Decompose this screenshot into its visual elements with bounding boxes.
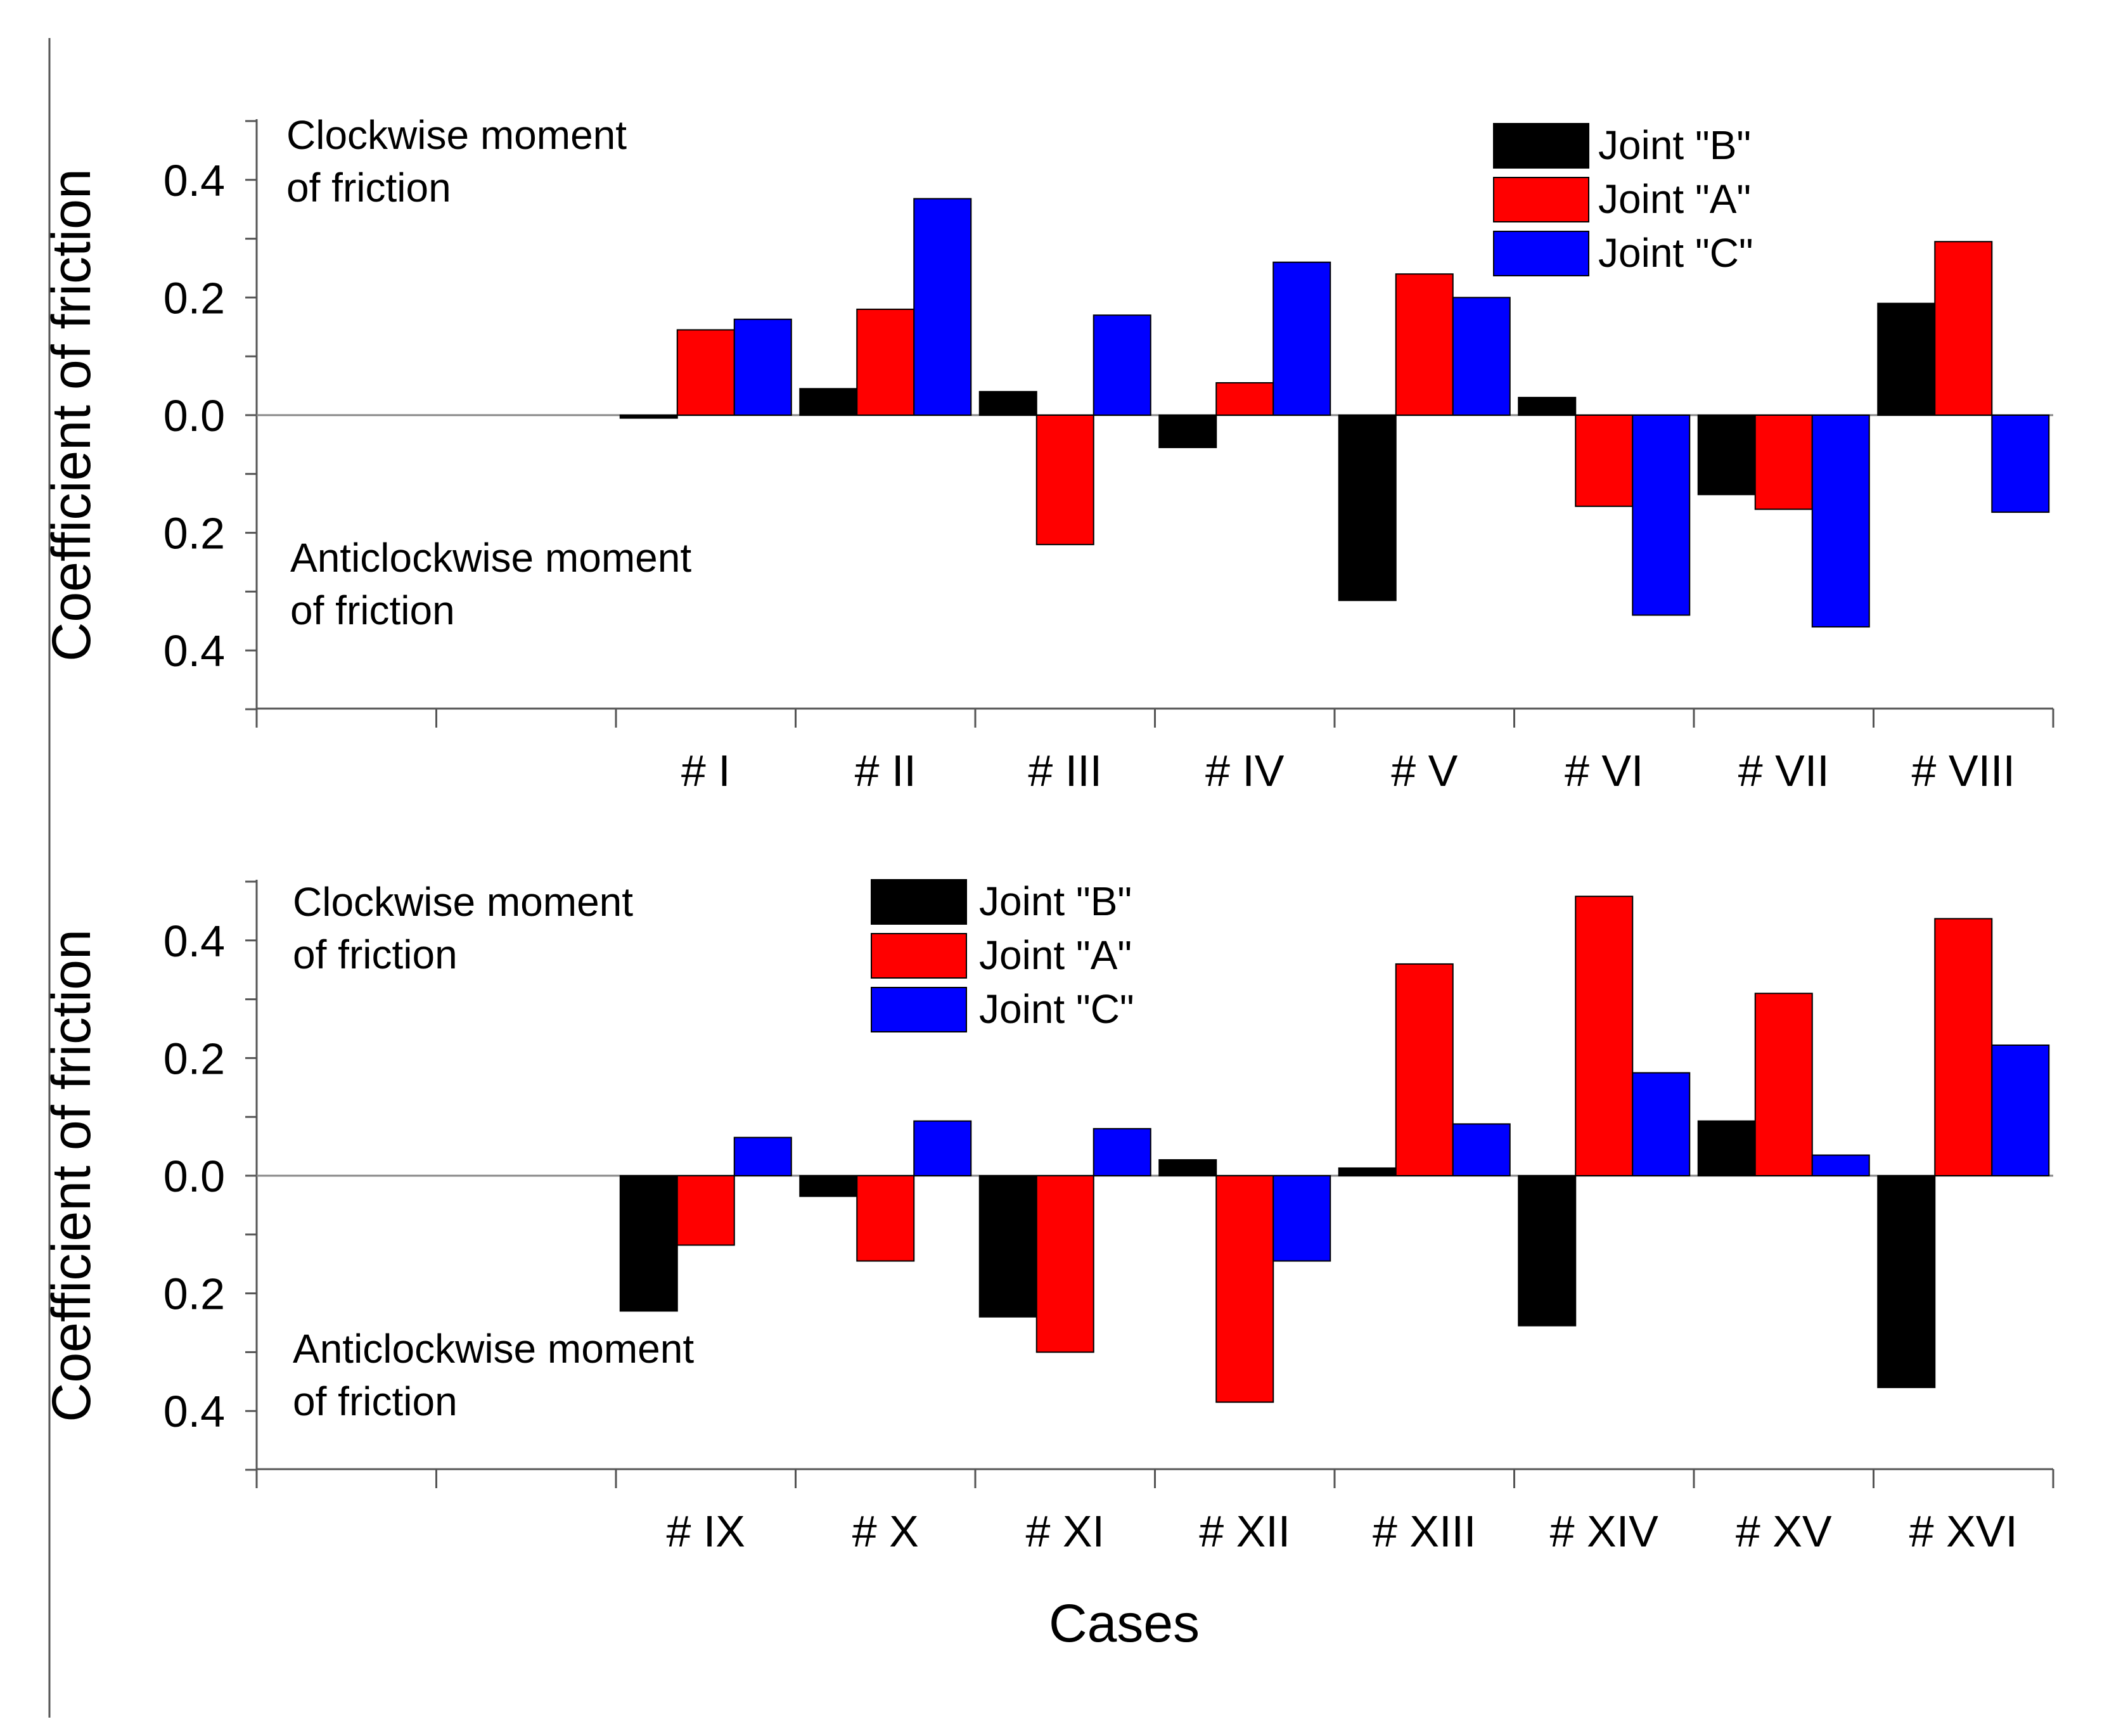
p1-legend-swatch bbox=[1493, 231, 1589, 276]
p1-y-tick-label: 0.4 bbox=[163, 156, 225, 205]
p1-bar bbox=[1934, 241, 1993, 416]
p1-bar bbox=[1395, 273, 1454, 416]
p2-category-label: # X bbox=[852, 1507, 919, 1556]
p2-bar bbox=[856, 1175, 915, 1262]
p2-legend-swatch bbox=[871, 879, 967, 925]
p2-annotation-clockwise: Clockwise moment bbox=[293, 879, 633, 925]
p1-annotation-clockwise: Clockwise moment bbox=[286, 112, 627, 158]
p1-bar bbox=[1518, 397, 1577, 416]
p2-bar bbox=[1934, 918, 1993, 1176]
p1-bar bbox=[913, 198, 972, 416]
p1-category-label: # III bbox=[1028, 746, 1102, 795]
p2-bar bbox=[1877, 1175, 1936, 1389]
p1-bar bbox=[1754, 415, 1813, 510]
p1-bar bbox=[733, 318, 792, 416]
p1-bar bbox=[1632, 415, 1691, 616]
p2-bar bbox=[1452, 1123, 1511, 1177]
p2-bar bbox=[978, 1175, 1037, 1318]
p2-y-tick-label: 0.2 bbox=[163, 1034, 225, 1083]
p2-bar bbox=[1035, 1175, 1094, 1353]
p1-legend-label: Joint "A" bbox=[1598, 176, 1751, 222]
p1-y-tick-label: 0.0 bbox=[163, 391, 225, 440]
p1-bar bbox=[676, 329, 735, 416]
p1-bar bbox=[1877, 302, 1936, 416]
p2-bar bbox=[1811, 1154, 1870, 1177]
p2-bar bbox=[1697, 1120, 1756, 1177]
p1-category-label: # VI bbox=[1565, 746, 1644, 795]
p2-annotation-clockwise: of friction bbox=[293, 932, 458, 977]
p1-y-tick-label: 0.2 bbox=[163, 273, 225, 323]
p2-annotation-anticlockwise: Anticlockwise moment bbox=[293, 1326, 694, 1372]
p1-bar bbox=[1338, 415, 1397, 601]
p1-y-tick-label: 0.4 bbox=[163, 626, 225, 676]
p1-legend-label: Joint "B" bbox=[1598, 122, 1751, 168]
p1-bar bbox=[619, 415, 678, 419]
p1-category-label: # V bbox=[1391, 746, 1458, 795]
p2-legend-swatch bbox=[871, 987, 967, 1032]
p2-bar bbox=[1754, 993, 1813, 1176]
p2-bar bbox=[913, 1120, 972, 1177]
p2-legend-label: Joint "C" bbox=[979, 986, 1134, 1032]
p2-annotation-anticlockwise: of friction bbox=[293, 1379, 458, 1424]
p2-bar bbox=[733, 1136, 792, 1177]
p2-bar bbox=[1338, 1167, 1397, 1177]
p1-category-label: # IV bbox=[1205, 746, 1285, 795]
p2-bar bbox=[1215, 1175, 1274, 1403]
p1-annotation-anticlockwise: Anticlockwise moment bbox=[290, 535, 691, 581]
p2-category-label: # XI bbox=[1025, 1507, 1105, 1556]
p2-bar bbox=[1093, 1128, 1151, 1177]
p1-bar bbox=[1452, 297, 1511, 416]
p1-category-label: # I bbox=[681, 746, 731, 795]
p1-bar bbox=[1035, 415, 1094, 546]
p1-y-tick-label: 0.2 bbox=[163, 509, 225, 558]
p2-y-tick-label: 0.2 bbox=[163, 1270, 225, 1319]
p1-bar bbox=[1575, 415, 1634, 507]
p1-category-label: # VIII bbox=[1912, 746, 2015, 795]
p2-legend-swatch bbox=[871, 933, 967, 979]
p1-bar bbox=[978, 390, 1037, 416]
p2-bar bbox=[1395, 963, 1454, 1177]
p2-bar bbox=[619, 1175, 678, 1312]
p2-category-label: # XV bbox=[1736, 1507, 1832, 1556]
p1-bar bbox=[1272, 261, 1331, 416]
p1-bar bbox=[1093, 314, 1151, 416]
p2-y-axis-title: Coefficient of friction bbox=[41, 929, 102, 1422]
p2-category-label: # XII bbox=[1199, 1507, 1290, 1556]
p2-category-label: # XIII bbox=[1373, 1507, 1476, 1556]
p1-y-axis-title: Coefficient of friction bbox=[41, 169, 102, 662]
p1-bar bbox=[1697, 415, 1756, 496]
p1-bar bbox=[1991, 415, 2050, 513]
p1-bar bbox=[1215, 382, 1274, 416]
p2-category-label: # XIV bbox=[1550, 1507, 1659, 1556]
p1-category-label: # II bbox=[855, 746, 916, 795]
p2-legend-label: Joint "A" bbox=[979, 932, 1132, 978]
p1-bar bbox=[1811, 415, 1870, 628]
p2-bar bbox=[676, 1175, 735, 1246]
p2-y-tick-label: 0.4 bbox=[163, 916, 225, 966]
p2-bar bbox=[1632, 1072, 1691, 1176]
p1-annotation-clockwise: of friction bbox=[286, 165, 451, 210]
p1-legend-label: Joint "C" bbox=[1598, 230, 1753, 276]
p1-bar bbox=[856, 308, 915, 416]
p2-bar bbox=[1991, 1044, 2050, 1177]
p1-bar bbox=[799, 388, 858, 416]
p2-legend-label: Joint "B" bbox=[979, 878, 1132, 924]
x-axis-title: Cases bbox=[1049, 1593, 1200, 1653]
p2-bar bbox=[1518, 1175, 1577, 1327]
p1-category-label: # VII bbox=[1738, 746, 1830, 795]
p1-annotation-anticlockwise: of friction bbox=[290, 588, 455, 633]
p2-bar bbox=[799, 1175, 858, 1197]
p2-bar bbox=[1158, 1159, 1217, 1176]
p2-bar bbox=[1575, 896, 1634, 1176]
p1-legend-swatch bbox=[1493, 177, 1589, 222]
p2-y-tick-label: 0.0 bbox=[163, 1152, 225, 1201]
p2-bar bbox=[1272, 1175, 1331, 1262]
p2-y-tick-label: 0.4 bbox=[163, 1387, 225, 1436]
p1-bar bbox=[1158, 415, 1217, 449]
p1-legend-swatch bbox=[1493, 123, 1589, 169]
p2-category-label: # IX bbox=[666, 1507, 745, 1556]
p2-category-label: # XVI bbox=[1909, 1507, 2018, 1556]
